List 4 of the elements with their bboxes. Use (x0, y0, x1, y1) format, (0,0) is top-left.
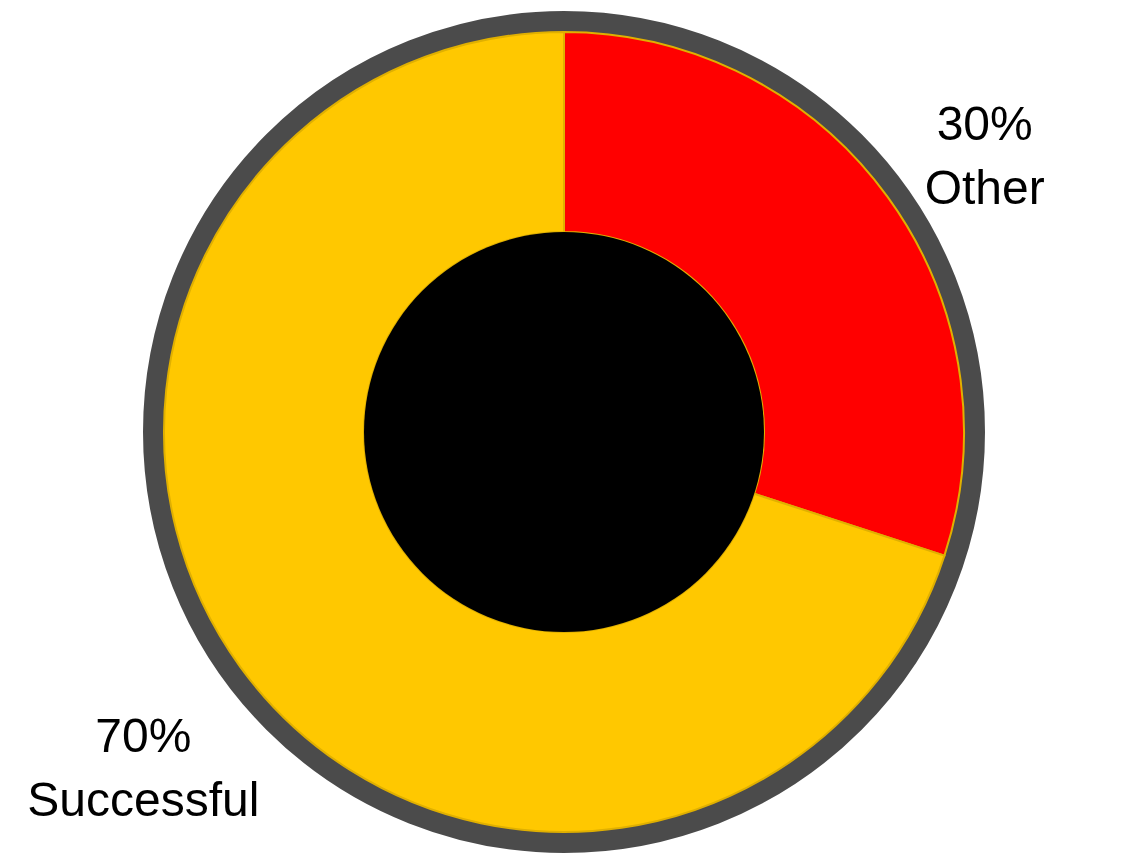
data-label: 30% (936, 97, 1033, 151)
slice-label: Other (924, 161, 1045, 215)
slice-label: Successful (27, 772, 260, 826)
data-label: 70% (95, 708, 192, 762)
